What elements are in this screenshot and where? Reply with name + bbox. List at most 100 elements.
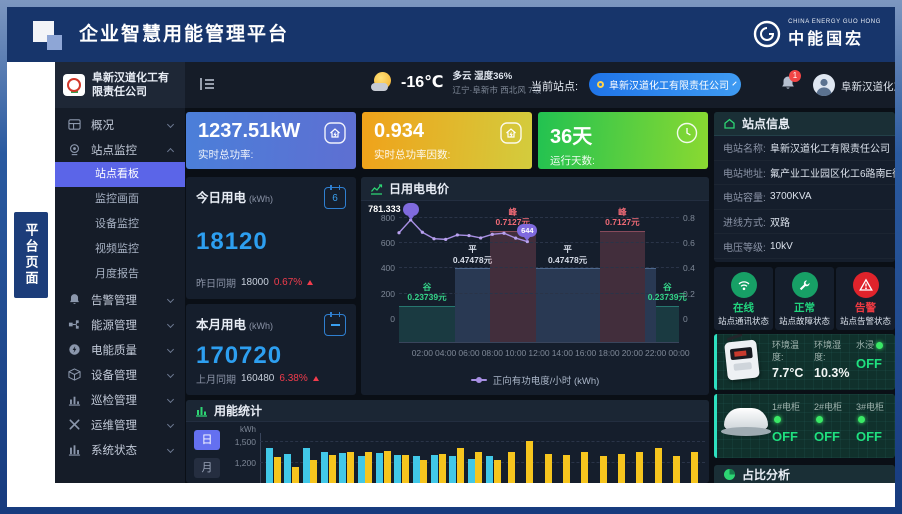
bar-series1	[357, 456, 365, 483]
month-energy-value: 170720	[196, 342, 283, 369]
bar-chart-icon	[195, 404, 208, 417]
price-band-label: 平 0.47478元	[452, 244, 493, 265]
x-axis-tick: 04:00	[435, 348, 457, 358]
bar-series1	[412, 455, 420, 483]
y-axis-tick-right: 0.6	[683, 238, 695, 249]
cabinet-state: OFF	[814, 429, 840, 445]
bar-series1	[394, 455, 402, 483]
sidebar-item-7[interactable]: 告警管理	[55, 287, 185, 312]
data-marker-pin	[402, 202, 419, 220]
sidebar-item-label: 电能质量	[91, 344, 137, 357]
x-axis-tick: 14:00	[551, 348, 573, 358]
wrench-icon	[791, 272, 818, 298]
dashboard-topbar: -16℃ 多云 湿度36% 辽宁·阜新市 西北风 7级 当前站点: 阜新汉道化工…	[185, 62, 895, 108]
status-tile: 正常 站点故障状态	[775, 267, 834, 330]
pie-chart-icon	[723, 468, 736, 481]
bar-series2	[636, 451, 644, 483]
trend-up-icon	[307, 280, 314, 285]
sidebar-item-11[interactable]: 巡检管理	[55, 387, 185, 412]
chevron-down-icon	[166, 345, 175, 354]
status-tile: 告警 站点告警状态	[836, 267, 895, 330]
sidebar-item-9[interactable]: 电能质量	[55, 337, 185, 362]
info-label: 电压等级:	[723, 242, 766, 254]
sidebar-subitem-5[interactable]: 视频监控	[95, 243, 139, 255]
price-band-label: 峰 0.7127元	[605, 206, 640, 228]
station-select-dropdown[interactable]: 阜新汉道化工有限责任公司	[589, 73, 741, 96]
bar-series1	[486, 455, 493, 483]
info-value: 10kV	[770, 240, 793, 252]
bar-series1	[266, 448, 273, 483]
notification-bell[interactable]: 1	[780, 70, 801, 91]
smoke-detector-image	[721, 408, 771, 436]
y-axis-tick-right: 0.8	[683, 213, 695, 223]
tab-day[interactable]: 日	[194, 430, 220, 450]
trend-chart-icon	[370, 182, 383, 195]
data-marker-label: 781.333	[368, 203, 401, 214]
brand-name: 中能国宏	[788, 31, 865, 48]
bar-series2	[273, 457, 281, 483]
sidebar-menu: 概况 站点监控 站点看板监控画面设备监控视频监控月度报告告警管理能源管理电能质量设备…	[55, 112, 185, 462]
chart-legend[interactable]: 正向有功电度/小时 (kWh)	[361, 373, 709, 387]
chevron-down-icon	[166, 445, 175, 454]
x-axis-tick: 12:00	[528, 348, 550, 358]
y-axis-tick: 1,200	[234, 458, 256, 468]
bar-series1	[376, 452, 383, 483]
sidebar-item-label: 能源管理	[91, 319, 137, 332]
y-axis-tick-left: 200	[380, 288, 395, 299]
username: 阜新汉道化工有限责任公司	[841, 81, 895, 93]
chevron-down-icon	[166, 420, 175, 429]
info-label: 电站地址:	[723, 168, 766, 180]
house-bolt-icon	[324, 122, 346, 144]
bar-series2	[526, 441, 534, 483]
panel-title: 占比分析	[742, 467, 791, 482]
station-info-row: 电站地址: 氟产业工业园区化工6路南E街	[714, 161, 895, 186]
app-title: 企业智慧用能管理平台	[79, 24, 290, 45]
bar-series1	[449, 455, 457, 483]
chevron-down-icon	[166, 295, 175, 304]
y-axis-tick-right: 0.2	[683, 288, 695, 299]
kpi-power-factor: 0.934 实时总功率因数:	[362, 112, 532, 169]
sidebar-subitem-6[interactable]: 月度报告	[95, 268, 139, 280]
compare-row: 上月同期 160480 6.38%	[196, 371, 319, 386]
station-info-row: 进线方式: 双路	[714, 210, 895, 235]
user-avatar[interactable]	[813, 74, 835, 96]
calendar-day-icon: 6	[324, 185, 346, 209]
status-label: 站点通讯状态	[717, 316, 769, 326]
sidebar-item-8[interactable]: 能源管理	[55, 312, 185, 337]
status-dot-icon	[816, 415, 823, 423]
sidebar-item-12[interactable]: 运维管理	[55, 412, 185, 437]
chevron-up-icon	[166, 147, 175, 156]
dashboard: 阜新汉道化工有限责任公司 概况 站点监控 站点看板 监控画面 设备监控 视频监控 月度报告告…	[55, 62, 895, 483]
price-band-label: 峰 0.7127元	[495, 206, 531, 228]
price-band-peak	[490, 230, 536, 343]
brand-ring-icon	[752, 19, 782, 49]
sidebar-item-label: 运维管理	[91, 419, 137, 432]
bar-series1	[321, 451, 328, 483]
panel-title: 站点信息	[742, 117, 791, 131]
bar-series2	[438, 454, 446, 483]
info-label: 电站容量:	[723, 193, 766, 205]
x-axis-tick: 06:00	[458, 348, 480, 358]
kpi-label: 运行天数:	[550, 155, 595, 167]
card-title: 今日用电 (kWh)	[196, 191, 274, 205]
collapse-menu-icon[interactable]	[199, 77, 215, 91]
sidebar-item-13[interactable]: 系统状态	[55, 437, 185, 462]
sidebar-item-0[interactable]: 概况	[55, 112, 185, 137]
sidebar-item-10[interactable]: 设备管理	[55, 362, 185, 387]
station-info-row: 电压等级: 10kV	[714, 234, 895, 259]
cabinet-state: OFF	[856, 429, 882, 445]
tab-month[interactable]: 月	[194, 458, 220, 478]
location-dot-icon	[597, 81, 604, 88]
bar-series2	[383, 450, 391, 483]
price-band-valley	[655, 305, 679, 343]
daily-price-chart-panel: 日用电电价 谷 0.23739元平 0.47478元峰 0.7127元平 0.47478…	[361, 177, 709, 395]
station-select-value: 阜新汉道化工有限责任公司	[609, 81, 729, 92]
month-energy-card: 本月用电 (kWh) 170720 上月同期 160480 6.38%	[186, 304, 356, 395]
sidebar-item-1[interactable]: 站点监控	[55, 137, 185, 162]
kpi-realtime-power: 1237.51kW 实时总功率:	[186, 112, 356, 169]
x-axis-tick: 00:00	[668, 348, 690, 358]
sidebar-subitem-3[interactable]: 监控画面	[95, 193, 139, 205]
sidebar-subitem-4[interactable]: 设备监控	[95, 218, 139, 230]
sidebar-subitem-2[interactable]: 站点看板	[55, 162, 185, 187]
